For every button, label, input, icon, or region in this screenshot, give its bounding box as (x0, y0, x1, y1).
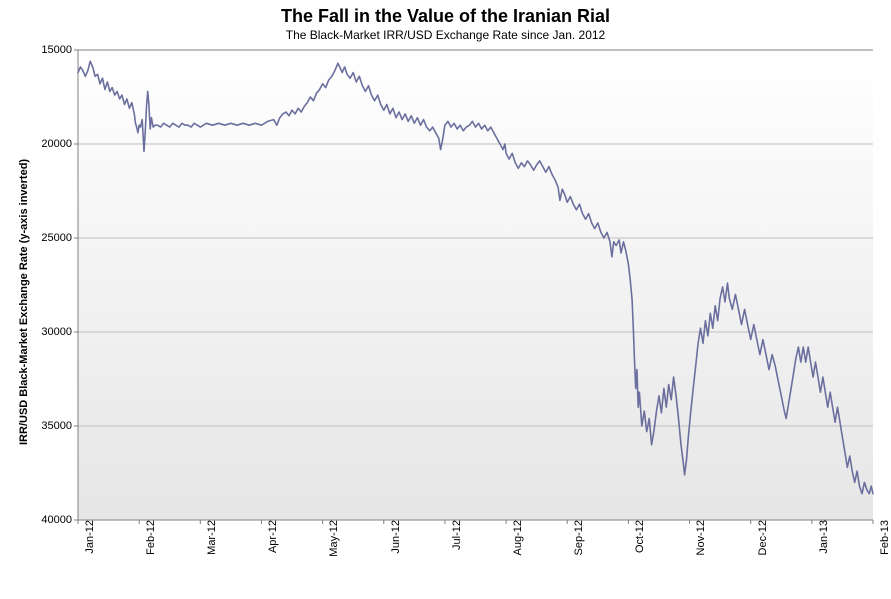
y-tick-label: 20000 (41, 138, 78, 150)
chart-container: The Fall in the Value of the Iranian Ria… (0, 0, 891, 599)
x-tick-label: Feb-13 (877, 520, 891, 555)
x-tick-label: Feb-12 (143, 520, 157, 555)
y-tick-label: 40000 (41, 514, 78, 526)
x-tick-label: Jan-13 (816, 520, 830, 554)
y-tick-label: 30000 (41, 326, 78, 338)
x-tick-label: Mar-12 (204, 520, 218, 555)
x-tick-label: Nov-12 (693, 520, 707, 555)
x-tick-label: Apr-12 (265, 520, 279, 553)
x-tick-label: Jul-12 (449, 520, 463, 550)
x-tick-label: Sep-12 (571, 520, 585, 555)
x-tick-label: May-12 (326, 520, 340, 557)
y-tick-label: 25000 (41, 232, 78, 244)
x-tick-label: Jun-12 (388, 520, 402, 554)
chart-title: The Fall in the Value of the Iranian Ria… (0, 6, 891, 27)
x-tick-label: Dec-12 (755, 520, 769, 555)
x-tick-label: Aug-12 (510, 520, 524, 555)
chart-subtitle: The Black-Market IRR/USD Exchange Rate s… (0, 28, 891, 42)
chart-svg (78, 50, 873, 520)
x-tick-label: Jan-12 (82, 520, 96, 554)
y-tick-label: 15000 (41, 44, 78, 56)
y-tick-label: 35000 (41, 420, 78, 432)
plot-area: 150002000025000300003500040000Jan-12Feb-… (78, 50, 873, 520)
y-axis-label: IRR/USD Black-Market Exchange Rate (y-ax… (18, 159, 30, 445)
x-tick-label: Oct-12 (632, 520, 646, 553)
